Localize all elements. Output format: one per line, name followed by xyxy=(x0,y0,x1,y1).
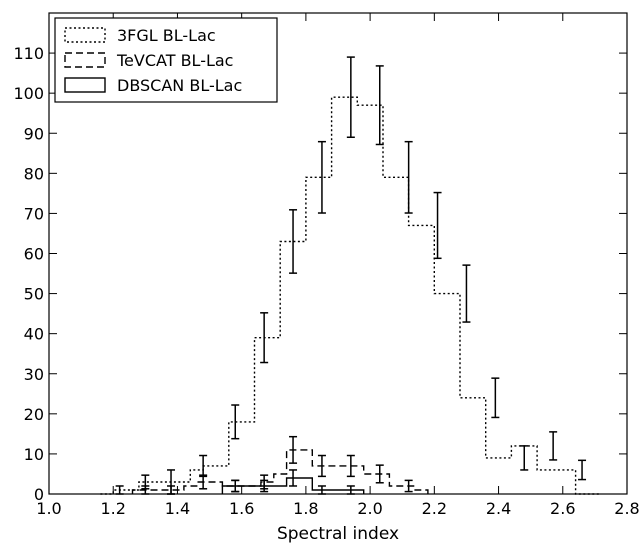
axes: 1.0 1.2 1.4 1.6 1.8 2.0 2.2 2.4 2.6 2.8 0 10 20 30 40 5… xyxy=(13,12,640,518)
x-tick-label: 2.6 xyxy=(550,499,575,518)
error-bar-1-8 xyxy=(375,464,384,484)
legend-swatch-0 xyxy=(64,27,106,43)
error-bar-0-4 xyxy=(231,404,240,440)
error-bar-0-13 xyxy=(491,377,500,419)
x-tick-label: 1.8 xyxy=(293,499,318,518)
error-bar-2-2 xyxy=(289,469,298,487)
x-tick-label: 2.2 xyxy=(422,499,447,518)
y-tick-label: 100 xyxy=(13,84,44,103)
y-tick-label: 60 xyxy=(24,245,44,264)
error-bar-0-5 xyxy=(260,312,269,364)
error-bar-1-2 xyxy=(199,474,208,490)
x-axis-label: Spectral index xyxy=(277,524,399,543)
x-tick-label: 1.6 xyxy=(229,499,254,518)
error-bar-0-11 xyxy=(433,191,442,260)
x-tick-label: 2.8 xyxy=(614,499,639,518)
y-tick-label: 20 xyxy=(24,405,44,424)
legend-swatch-1 xyxy=(64,52,106,68)
legend-box xyxy=(54,17,278,103)
y-tick-label: 110 xyxy=(13,44,44,63)
error-bar-1-6 xyxy=(317,454,326,478)
y-tick-label: 30 xyxy=(24,365,44,384)
series-line-1 xyxy=(131,449,429,494)
error-bar-0-16 xyxy=(578,459,587,481)
y-tick-label: 70 xyxy=(24,204,44,223)
y-tick-label: 10 xyxy=(24,445,44,464)
legend-label-2: DBSCAN BL-Lac xyxy=(117,76,242,95)
plot-area xyxy=(100,56,602,495)
error-bar-1-9 xyxy=(404,479,413,493)
error-bar-0-9 xyxy=(375,65,384,146)
error-bar-0-3 xyxy=(199,454,208,478)
y-tick-label: 0 xyxy=(34,485,44,504)
legend-swatch-2 xyxy=(64,77,106,93)
x-tick-label: 2.4 xyxy=(486,499,511,518)
error-bar-0-12 xyxy=(462,264,471,323)
error-bar-1-5 xyxy=(289,435,298,464)
legend: 3FGL BL-Lac TeVCAT BL-Lac DBSCAN BL-Lac xyxy=(54,17,278,103)
y-tick-label: 40 xyxy=(24,325,44,344)
error-bar-0-6 xyxy=(289,209,298,274)
legend-label-1: TeVCAT BL-Lac xyxy=(116,51,233,70)
error-bar-0-15 xyxy=(549,431,558,461)
error-bar-1-7 xyxy=(346,454,355,478)
legend-label-0: 3FGL BL-Lac xyxy=(117,26,216,45)
x-tick-label: 1.4 xyxy=(165,499,190,518)
series-line-0 xyxy=(100,96,602,495)
x-tick-label: 2.0 xyxy=(357,499,382,518)
y-tick-label: 80 xyxy=(24,164,44,183)
x-tick-label: 1.2 xyxy=(100,499,125,518)
y-tick-label: 90 xyxy=(24,124,44,143)
error-bar-2-0 xyxy=(231,479,240,493)
error-bar-0-10 xyxy=(404,140,413,214)
error-bar-0-7 xyxy=(317,140,326,214)
error-bar-0-8 xyxy=(346,56,355,139)
error-bar-0-14 xyxy=(520,445,529,471)
error-bar-2-1 xyxy=(260,479,269,493)
y-tick-label: 50 xyxy=(24,285,44,304)
x-tick-label: 1.0 xyxy=(36,499,61,518)
error-bar-0-0 xyxy=(115,485,124,495)
